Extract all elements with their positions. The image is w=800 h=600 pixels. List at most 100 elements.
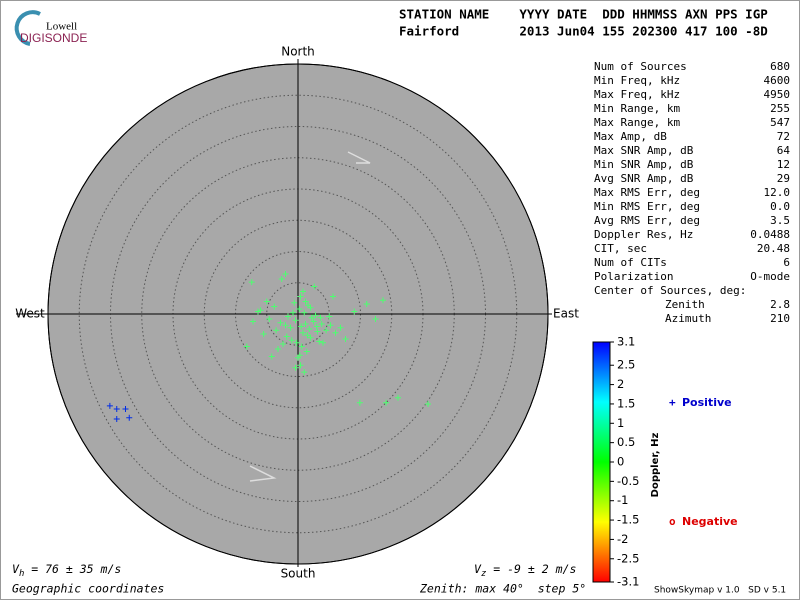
source-point bbox=[320, 339, 326, 346]
source-point bbox=[317, 314, 324, 321]
stat-label: Doppler Res, Hz bbox=[594, 228, 693, 241]
stat-label: Zenith bbox=[665, 298, 705, 311]
stat-value: 0.0488 bbox=[750, 228, 790, 241]
colorbar-tick-label: 0 bbox=[617, 455, 624, 469]
source-point bbox=[330, 293, 336, 300]
source-point bbox=[260, 331, 267, 337]
subscript: z bbox=[481, 569, 486, 579]
source-point bbox=[310, 318, 317, 325]
source-point bbox=[323, 327, 330, 334]
source-point bbox=[372, 316, 379, 322]
stat-label: CIT, sec bbox=[594, 242, 647, 255]
source-point bbox=[285, 313, 291, 320]
source-point bbox=[302, 298, 309, 305]
coords: Geographic coordinates bbox=[12, 582, 164, 596]
source-point bbox=[287, 324, 294, 331]
stat-label: Max SNR Amp, dB bbox=[594, 144, 694, 157]
stat-value: 64 bbox=[777, 144, 791, 157]
stat-value: 29 bbox=[777, 172, 790, 185]
direction-label: South bbox=[281, 567, 316, 581]
source-point bbox=[282, 271, 289, 277]
stat-value: 0.0 bbox=[770, 200, 790, 213]
source-point bbox=[122, 406, 129, 412]
direction-label: North bbox=[281, 45, 315, 59]
source-point bbox=[282, 322, 289, 329]
stat-label: Max Freq, kHz bbox=[594, 88, 680, 101]
stat-label: Max Range, km bbox=[594, 116, 680, 129]
colorbar-tick-label: -0.5 bbox=[617, 474, 639, 488]
stat-value: O-mode bbox=[750, 270, 790, 283]
logo-swoosh bbox=[14, 10, 41, 46]
stat-value: 4600 bbox=[764, 74, 791, 87]
polar-plot: North South East West bbox=[15, 45, 579, 581]
colorbar-tick-label: -2.5 bbox=[617, 551, 639, 565]
source-point bbox=[298, 343, 305, 350]
logo-top: Lowell bbox=[46, 21, 77, 33]
stat-value: 2.8 bbox=[770, 298, 790, 311]
arrow bbox=[249, 465, 277, 482]
source-point bbox=[297, 362, 304, 369]
source-point bbox=[318, 321, 325, 327]
stat-value: 4950 bbox=[764, 88, 791, 101]
source-point bbox=[296, 306, 303, 312]
source-point bbox=[271, 303, 278, 310]
stat-value: 12.0 bbox=[764, 186, 791, 199]
source-point bbox=[297, 293, 304, 300]
source-point bbox=[248, 279, 255, 286]
source-point bbox=[268, 353, 275, 360]
source-point bbox=[126, 414, 133, 421]
colorbar-tick-label: -3.1 bbox=[617, 575, 639, 589]
source-point bbox=[290, 309, 296, 316]
subscript: h bbox=[19, 569, 24, 579]
source-point bbox=[351, 308, 358, 315]
colorbar: 3.1 2.5 2 1.5 1 0.5 0 -0.5 -1 -1.5 -2 -2.5 -3.1 Doppl… bbox=[592, 335, 738, 589]
colorbar-tick-label: 3.1 bbox=[617, 335, 635, 349]
source-point bbox=[380, 297, 386, 304]
legend-label: Negative bbox=[682, 515, 738, 528]
source-point bbox=[314, 328, 321, 335]
source-point bbox=[306, 326, 313, 332]
source-point bbox=[311, 283, 318, 290]
stat-label: Max RMS Err, deg bbox=[594, 186, 700, 199]
legend-label: Positive bbox=[682, 396, 732, 409]
source-point bbox=[113, 406, 120, 412]
source-point bbox=[296, 352, 303, 359]
logo-bottom: DIGISONDE bbox=[20, 31, 87, 45]
colorbar-tick-label: 1.5 bbox=[617, 396, 635, 410]
stat-value: 20.48 bbox=[757, 242, 790, 255]
source-point bbox=[263, 298, 270, 305]
arrow bbox=[347, 151, 371, 164]
source-point bbox=[363, 301, 370, 307]
source-point bbox=[307, 334, 314, 341]
stat-label: Avg RMS Err, deg bbox=[594, 214, 700, 227]
stat-value: 72 bbox=[777, 130, 790, 143]
direction-label: West bbox=[15, 307, 45, 321]
colorbar-tick-label: 1 bbox=[617, 416, 624, 430]
source-point bbox=[302, 321, 309, 327]
stat-label: Min Freq, kHz bbox=[594, 74, 680, 87]
source-point bbox=[113, 416, 120, 422]
symbol: V bbox=[474, 562, 482, 576]
source-point bbox=[383, 399, 390, 406]
source-point bbox=[356, 399, 363, 406]
colorbar-tick-label: -2 bbox=[617, 532, 628, 546]
source-point bbox=[304, 332, 311, 339]
stat-label: Azimuth bbox=[665, 312, 711, 325]
stat-label: Num of Sources bbox=[594, 60, 687, 73]
stat-value: 547 bbox=[770, 116, 790, 129]
source-point bbox=[257, 307, 264, 314]
source-point bbox=[395, 394, 401, 401]
source-point bbox=[326, 313, 333, 320]
source-point bbox=[278, 276, 285, 282]
source-point bbox=[250, 318, 256, 325]
stat-value: 680 bbox=[770, 60, 790, 73]
stat-label: Max Amp, dB bbox=[594, 130, 667, 143]
source-point bbox=[243, 343, 250, 350]
source-point bbox=[301, 309, 308, 316]
source-point bbox=[293, 339, 300, 346]
stat-label: Min SNR Amp, dB bbox=[594, 158, 694, 171]
source-point bbox=[425, 401, 431, 407]
source-point bbox=[291, 299, 298, 306]
colorbar-label: Doppler, Hz bbox=[650, 433, 661, 498]
source-point bbox=[313, 323, 320, 330]
